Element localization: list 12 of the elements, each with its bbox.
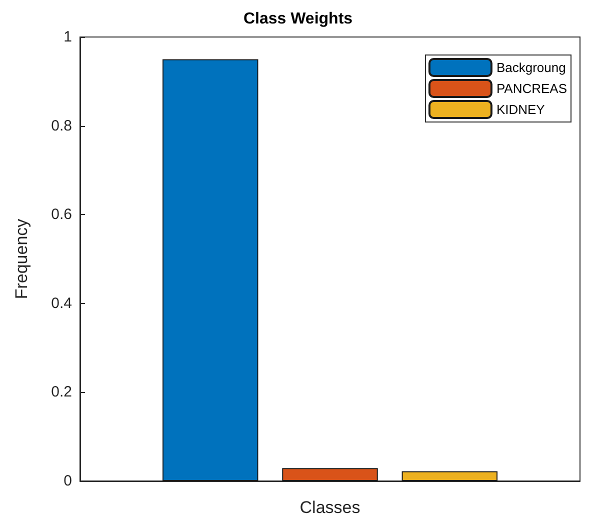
y-axis-title: Frequency [12,218,31,300]
y-tick-label: 1 [64,28,72,46]
legend-label: Backgroung [496,60,566,75]
y-tick-label: 0.6 [51,206,72,224]
legend-label: PANCREAS [496,81,568,96]
y-tick-label: 0.2 [51,384,72,401]
y-tick-label: 0.4 [51,294,72,312]
chart-title: Class Weights [243,10,353,28]
y-tick-label: 0 [64,472,72,490]
x-axis-title: Classes [300,498,360,517]
y-tick-label: 0.8 [51,117,72,134]
legend-label: KIDNEY [496,102,546,117]
